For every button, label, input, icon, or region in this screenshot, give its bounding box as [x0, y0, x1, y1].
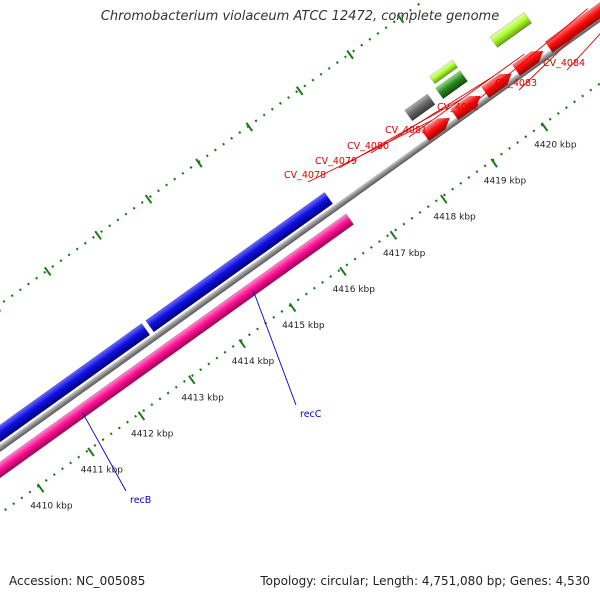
scale-label: 4418 kbp [433, 213, 476, 223]
gene-leader-line [566, 33, 600, 71]
scale-label: 4415 kbp [282, 321, 325, 331]
label-layer: 4410 kbp 4411 kbp 4412 kbp 4413 kbp 4414 kbp… [30, 8, 600, 512]
outer-tick [346, 50, 354, 60]
outer-tick [195, 158, 203, 168]
gene-leader-line [307, 120, 432, 183]
scale-tick [188, 375, 196, 385]
gene-label-recC: recC [300, 409, 322, 420]
gene-CV_4078 [421, 117, 451, 142]
gene-label-CV_4080: CV_4080 [347, 141, 389, 152]
outer-tick [295, 86, 304, 96]
gene-label-CV_4084: CV_4084 [543, 58, 585, 69]
scale-tick [288, 302, 297, 313]
track-layer [0, 0, 600, 515]
gene-leader-line [252, 290, 297, 406]
gene-leader-line [518, 10, 600, 91]
scale-label: 4413 kbp [181, 393, 224, 403]
gene-lime-outer [489, 12, 533, 48]
gene-CV_4081 [512, 50, 544, 77]
scale-tick [339, 266, 347, 277]
gene-label-CV_4082: CV_4082 [437, 102, 479, 113]
scale-label: 4417 kbp [383, 249, 426, 259]
outer-tick [245, 122, 254, 132]
gene-label-CV_4081: CV_4081 [385, 125, 427, 136]
scale-tick [540, 122, 549, 132]
gene-leader-line [338, 97, 463, 169]
backbone-line [0, 0, 600, 476]
gene-label-recB: recB [130, 495, 151, 506]
scale-label: 4412 kbp [131, 429, 174, 439]
scale-tick [87, 447, 95, 457]
scale-label: 4410 kbp [30, 502, 73, 512]
map-title: Chromobacterium violaceum ATCC 12472, co… [100, 9, 500, 24]
gene-leader-line [460, 8, 589, 115]
accession-text: Accession: NC_005085 [9, 574, 146, 588]
gene-leader-line [82, 412, 127, 492]
gene-CV_4082 [544, 0, 600, 53]
gene-CV_4080 [481, 73, 512, 99]
scale-label: 4411 kbp [81, 466, 124, 476]
outer-tick [94, 230, 102, 240]
gene-CV_4079 [450, 95, 481, 121]
scale-label: 4414 kbp [232, 357, 275, 367]
outer-tick [144, 194, 153, 204]
gene-recC [145, 191, 334, 333]
scale-tick [238, 338, 246, 349]
scale-label: 4419 kbp [484, 177, 527, 187]
outer-tick [44, 266, 52, 277]
gene-leader-line [408, 53, 525, 138]
gene-label-CV_4079: CV_4079 [315, 156, 357, 167]
scale-tick [440, 194, 448, 204]
gene-recB [0, 323, 151, 470]
gene-leader-line [370, 75, 494, 154]
scale-label: 4416 kbp [333, 285, 376, 295]
gene-green-outer [435, 70, 468, 100]
gene-grey-outer [404, 93, 436, 122]
inner-dotted-ring [0, 82, 600, 515]
scale-tick [490, 158, 498, 168]
gene-label-CV_4083: CV_4083 [495, 78, 537, 89]
scale-tick [36, 483, 45, 493]
genome-summary-text: Topology: circular; Length: 4,751,080 bp… [260, 574, 590, 588]
scale-tick [137, 411, 146, 421]
scale-tick [389, 230, 398, 240]
scale-label: 4420 kbp [534, 140, 577, 150]
outer-tick [396, 13, 405, 24]
gene-lime-small [429, 59, 459, 85]
feature-pink-band [0, 213, 355, 493]
gene-label-CV_4078: CV_4078 [284, 170, 326, 181]
